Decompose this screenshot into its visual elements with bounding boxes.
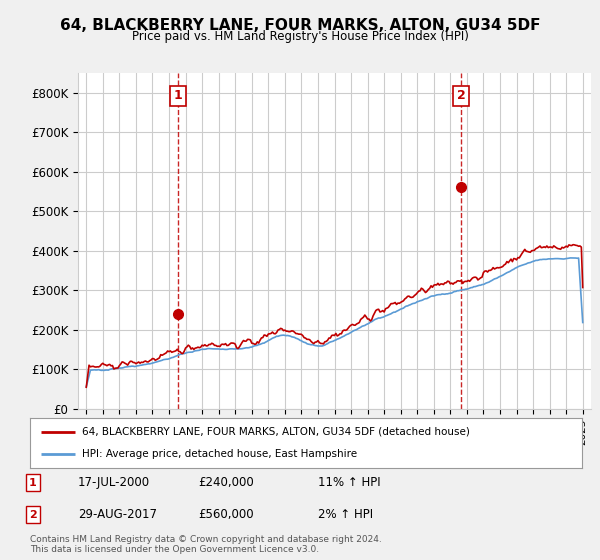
Text: 1: 1 [29, 478, 37, 488]
Text: 2: 2 [457, 89, 466, 102]
Text: HPI: Average price, detached house, East Hampshire: HPI: Average price, detached house, East… [82, 449, 358, 459]
Text: 64, BLACKBERRY LANE, FOUR MARKS, ALTON, GU34 5DF (detached house): 64, BLACKBERRY LANE, FOUR MARKS, ALTON, … [82, 427, 470, 437]
Text: 29-AUG-2017: 29-AUG-2017 [78, 508, 157, 521]
Text: Contains HM Land Registry data © Crown copyright and database right 2024.
This d: Contains HM Land Registry data © Crown c… [30, 535, 382, 554]
Text: 64, BLACKBERRY LANE, FOUR MARKS, ALTON, GU34 5DF: 64, BLACKBERRY LANE, FOUR MARKS, ALTON, … [60, 18, 540, 34]
Text: 11% ↑ HPI: 11% ↑ HPI [318, 476, 380, 489]
Text: £560,000: £560,000 [198, 508, 254, 521]
Text: 2% ↑ HPI: 2% ↑ HPI [318, 508, 373, 521]
Text: 1: 1 [173, 89, 182, 102]
Text: 2: 2 [29, 510, 37, 520]
Text: Price paid vs. HM Land Registry's House Price Index (HPI): Price paid vs. HM Land Registry's House … [131, 30, 469, 43]
Text: 17-JUL-2000: 17-JUL-2000 [78, 476, 150, 489]
Text: £240,000: £240,000 [198, 476, 254, 489]
